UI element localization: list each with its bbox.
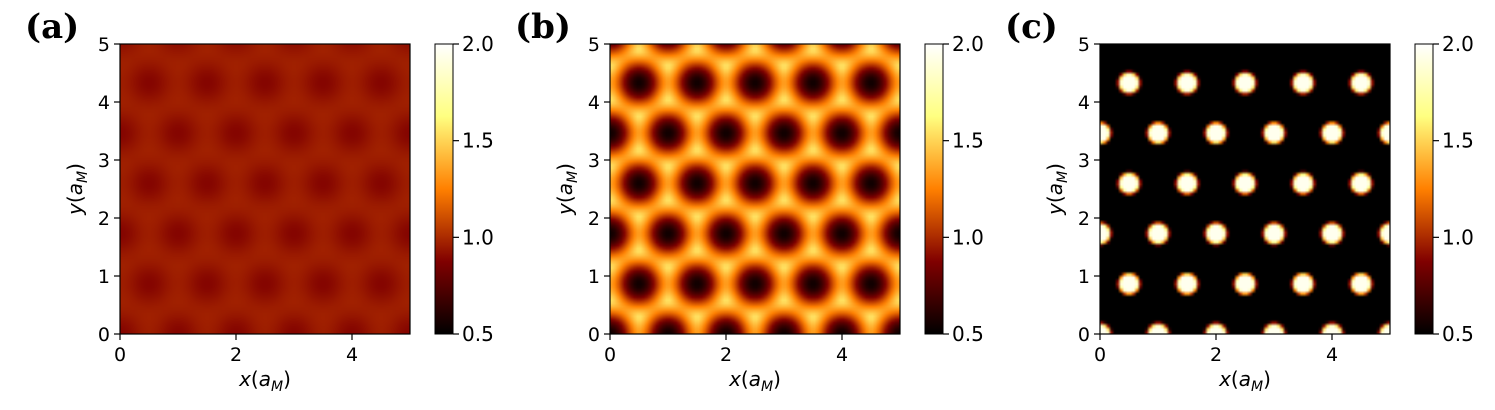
heatmap-panel-1: (a) 0 2 4 0 1 2 3 4 5 x(aM) y(aM) 0.5 1.0 1.5 2.0 <box>25 7 494 395</box>
colorbar-tick-label: 2.0 <box>1442 32 1474 56</box>
colorbar-tick-label: 1.0 <box>462 225 494 249</box>
y-axis-label: y(aM) <box>553 163 581 216</box>
x-tick-label: 4 <box>346 344 358 366</box>
heatmap-image <box>610 44 900 334</box>
colorbar <box>434 43 454 335</box>
colorbar-tick-label: 1.5 <box>952 129 984 153</box>
y-tick-label: 3 <box>1078 150 1090 172</box>
panel-label: (a) <box>25 7 79 47</box>
y-tick-label: 3 <box>98 150 110 172</box>
colorbar-tick-label: 0.5 <box>1442 322 1474 346</box>
colorbar-tick-label: 2.0 <box>462 32 494 56</box>
y-tick-label: 4 <box>98 92 110 114</box>
plot-frame <box>1099 43 1391 335</box>
plot-frame <box>119 43 411 335</box>
colorbar <box>924 43 944 335</box>
x-axis-label: x(aM) <box>728 367 781 395</box>
y-tick-label: 2 <box>1078 208 1090 230</box>
colorbar-tick-label: 2.0 <box>952 32 984 56</box>
colorbar-tick-label: 0.5 <box>952 322 984 346</box>
y-axis-label: y(aM) <box>1043 163 1071 216</box>
colorbar-tick-label: 1.5 <box>1442 129 1474 153</box>
y-tick-label: 0 <box>588 324 600 346</box>
y-tick-label: 1 <box>588 266 600 288</box>
x-tick-label: 2 <box>230 344 242 366</box>
y-tick-label: 2 <box>588 208 600 230</box>
y-tick-label: 1 <box>1078 266 1090 288</box>
heatmap-panel-3: (c) 0 2 4 0 1 2 3 4 5 x(aM) y(aM) 0.5 1.0 1.5 2.0 <box>1005 7 1474 395</box>
colorbar-tick-label: 1.0 <box>952 225 984 249</box>
panel-label: (b) <box>515 7 571 47</box>
x-tick-label: 4 <box>1326 344 1338 366</box>
x-tick-label: 4 <box>836 344 848 366</box>
colorbar-tick-label: 1.0 <box>1442 225 1474 249</box>
y-tick-label: 3 <box>588 150 600 172</box>
heatmap-image <box>120 44 410 334</box>
y-tick-label: 4 <box>588 92 600 114</box>
colorbar <box>1414 43 1434 335</box>
y-axis-label: y(aM) <box>63 163 91 216</box>
y-tick-label: 2 <box>98 208 110 230</box>
y-tick-label: 5 <box>1078 34 1090 56</box>
heatmap-panel-2: (b) 0 2 4 0 1 2 3 4 5 x(aM) y(aM) 0.5 1.0 1.5 2.0 <box>515 7 984 395</box>
x-tick-label: 0 <box>114 344 126 366</box>
y-tick-label: 5 <box>588 34 600 56</box>
y-tick-label: 0 <box>98 324 110 346</box>
x-tick-label: 2 <box>1210 344 1222 366</box>
plot-frame <box>609 43 901 335</box>
panel-label: (c) <box>1005 7 1058 47</box>
y-tick-label: 5 <box>98 34 110 56</box>
colorbar-tick-label: 1.5 <box>462 129 494 153</box>
x-axis-label: x(aM) <box>238 367 291 395</box>
heatmap-image <box>1100 44 1390 334</box>
x-tick-label: 2 <box>720 344 732 366</box>
x-tick-label: 0 <box>604 344 616 366</box>
x-tick-label: 0 <box>1094 344 1106 366</box>
y-tick-label: 0 <box>1078 324 1090 346</box>
y-tick-label: 4 <box>1078 92 1090 114</box>
x-axis-label: x(aM) <box>1218 367 1271 395</box>
y-tick-label: 1 <box>98 266 110 288</box>
colorbar-tick-label: 0.5 <box>462 322 494 346</box>
